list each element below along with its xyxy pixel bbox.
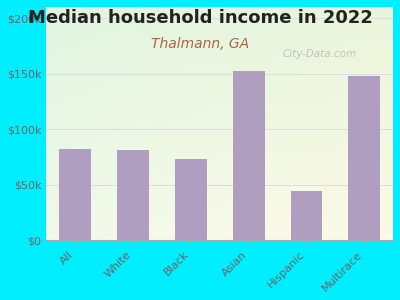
Bar <box>348 76 380 240</box>
Bar <box>175 159 207 240</box>
Bar <box>290 191 322 240</box>
Text: City-Data.com: City-Data.com <box>282 49 356 59</box>
Text: Thalmann, GA: Thalmann, GA <box>151 38 249 52</box>
Text: Median household income in 2022: Median household income in 2022 <box>28 9 372 27</box>
Bar <box>60 149 91 240</box>
Bar <box>233 71 264 240</box>
Bar <box>117 150 149 240</box>
